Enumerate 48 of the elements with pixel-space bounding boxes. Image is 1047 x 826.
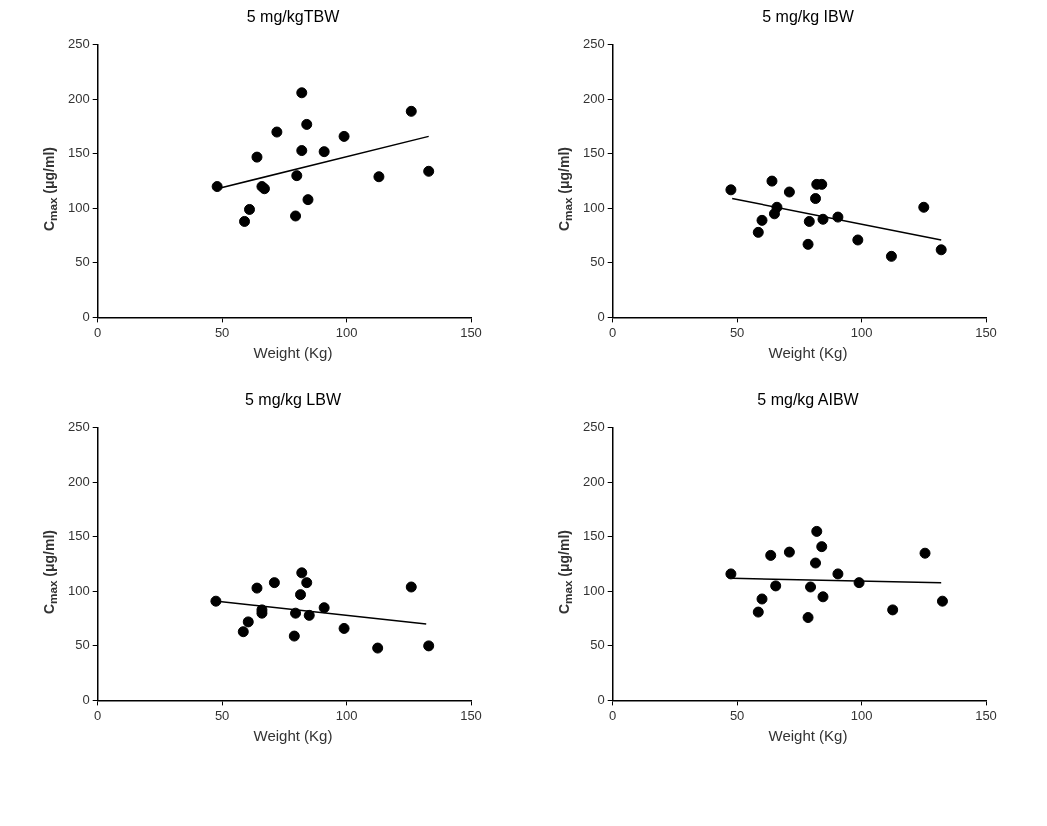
y-tick-label: 200 [67, 473, 90, 489]
x-tick-label: 150 [460, 324, 482, 340]
x-axis-title: Weight (Kg) [253, 727, 333, 744]
y-tick-label: 50 [590, 637, 605, 653]
y-tick-label: 200 [582, 473, 605, 489]
y-tick-label: 0 [597, 691, 605, 707]
x-tick-label: 100 [850, 324, 873, 340]
y-tick-label: 250 [582, 419, 605, 435]
y-tick-label: 150 [582, 528, 605, 544]
y-tick-label: 0 [82, 691, 90, 707]
chart-title: 5 mg/kg AIBW [757, 391, 859, 409]
y-tick-label: 100 [67, 582, 90, 598]
x-tick-label: 50 [214, 324, 230, 340]
x-tick-label: 0 [93, 707, 102, 723]
x-tick-label: 0 [608, 707, 617, 723]
x-tick-label: 150 [460, 707, 482, 723]
x-axis-title: Weight (Kg) [253, 344, 333, 361]
y-tick-label: 0 [597, 308, 605, 324]
x-tick-label: 50 [729, 324, 745, 340]
chart-title: 5 mg/kg IBW [762, 8, 854, 26]
y-tick-label: 50 [75, 637, 90, 653]
y-tick-label: 100 [67, 199, 90, 215]
y-tick-label: 150 [67, 145, 90, 161]
y-tick-label: 250 [67, 36, 90, 52]
y-tick-label: 100 [582, 199, 605, 215]
y-tick-label: 250 [582, 36, 605, 52]
x-tick-label: 0 [608, 324, 617, 340]
y-tick-label: 200 [582, 90, 605, 106]
chart-title: 5 mg/kgTBW [246, 8, 340, 26]
x-axis-title: Weight (Kg) [768, 344, 848, 361]
y-tick-label: 100 [582, 582, 605, 598]
y-tick-label: 0 [82, 308, 90, 324]
x-tick-label: 50 [214, 707, 230, 723]
y-tick-label: 150 [67, 528, 90, 544]
y-tick-label: 150 [582, 145, 605, 161]
chart-title: 5 mg/kg LBW [244, 391, 342, 409]
x-tick-label: 100 [850, 707, 873, 723]
x-tick-label: 150 [975, 707, 997, 723]
y-tick-label: 50 [75, 254, 90, 270]
y-tick-label: 250 [67, 419, 90, 435]
x-axis-title: Weight (Kg) [768, 727, 848, 744]
y-tick-label: 200 [67, 90, 90, 106]
x-tick-label: 100 [335, 707, 358, 723]
x-tick-label: 50 [729, 707, 745, 723]
y-tick-label: 50 [590, 254, 605, 270]
x-tick-label: 150 [975, 324, 997, 340]
x-tick-label: 0 [93, 324, 102, 340]
x-tick-label: 100 [335, 324, 358, 340]
